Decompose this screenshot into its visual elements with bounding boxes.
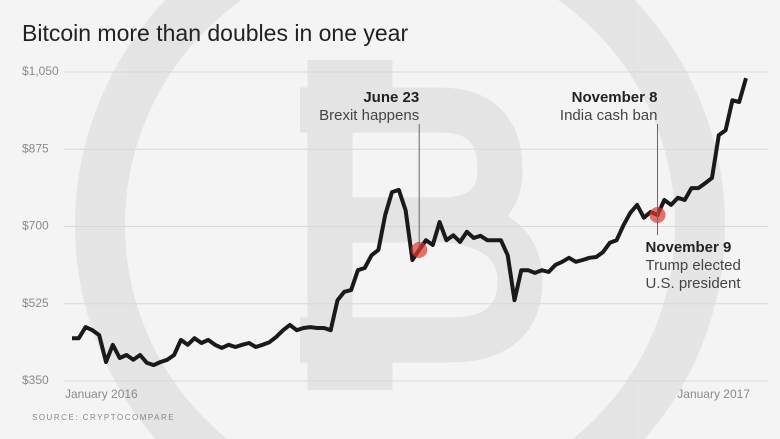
x-tick-label: January 2016: [65, 387, 138, 401]
y-tick-label: $875: [22, 141, 49, 155]
annotation-text: U.S. president: [645, 275, 741, 292]
y-tick-label: $350: [22, 373, 49, 387]
annotation-text: Brexit happens: [319, 107, 419, 124]
annotation-title: June 23: [363, 89, 419, 106]
annotation-text: Trump elected: [645, 257, 740, 274]
chart-title: Bitcoin more than doubles in one year: [22, 20, 408, 46]
y-tick-label: $700: [22, 219, 49, 233]
source: SOURCE: CRYPTOCOMPARE: [32, 413, 175, 422]
bitcoin-logo: [75, 0, 725, 439]
price-line: [72, 77, 748, 368]
y-tick-label: $1,050: [22, 64, 59, 78]
annotation-text: India cash ban: [560, 107, 658, 124]
annotation-title: November 9: [645, 239, 731, 256]
x-tick-label: January 2017: [677, 387, 750, 401]
annotation-title: November 8: [572, 89, 658, 106]
y-tick-label: $525: [22, 296, 49, 310]
